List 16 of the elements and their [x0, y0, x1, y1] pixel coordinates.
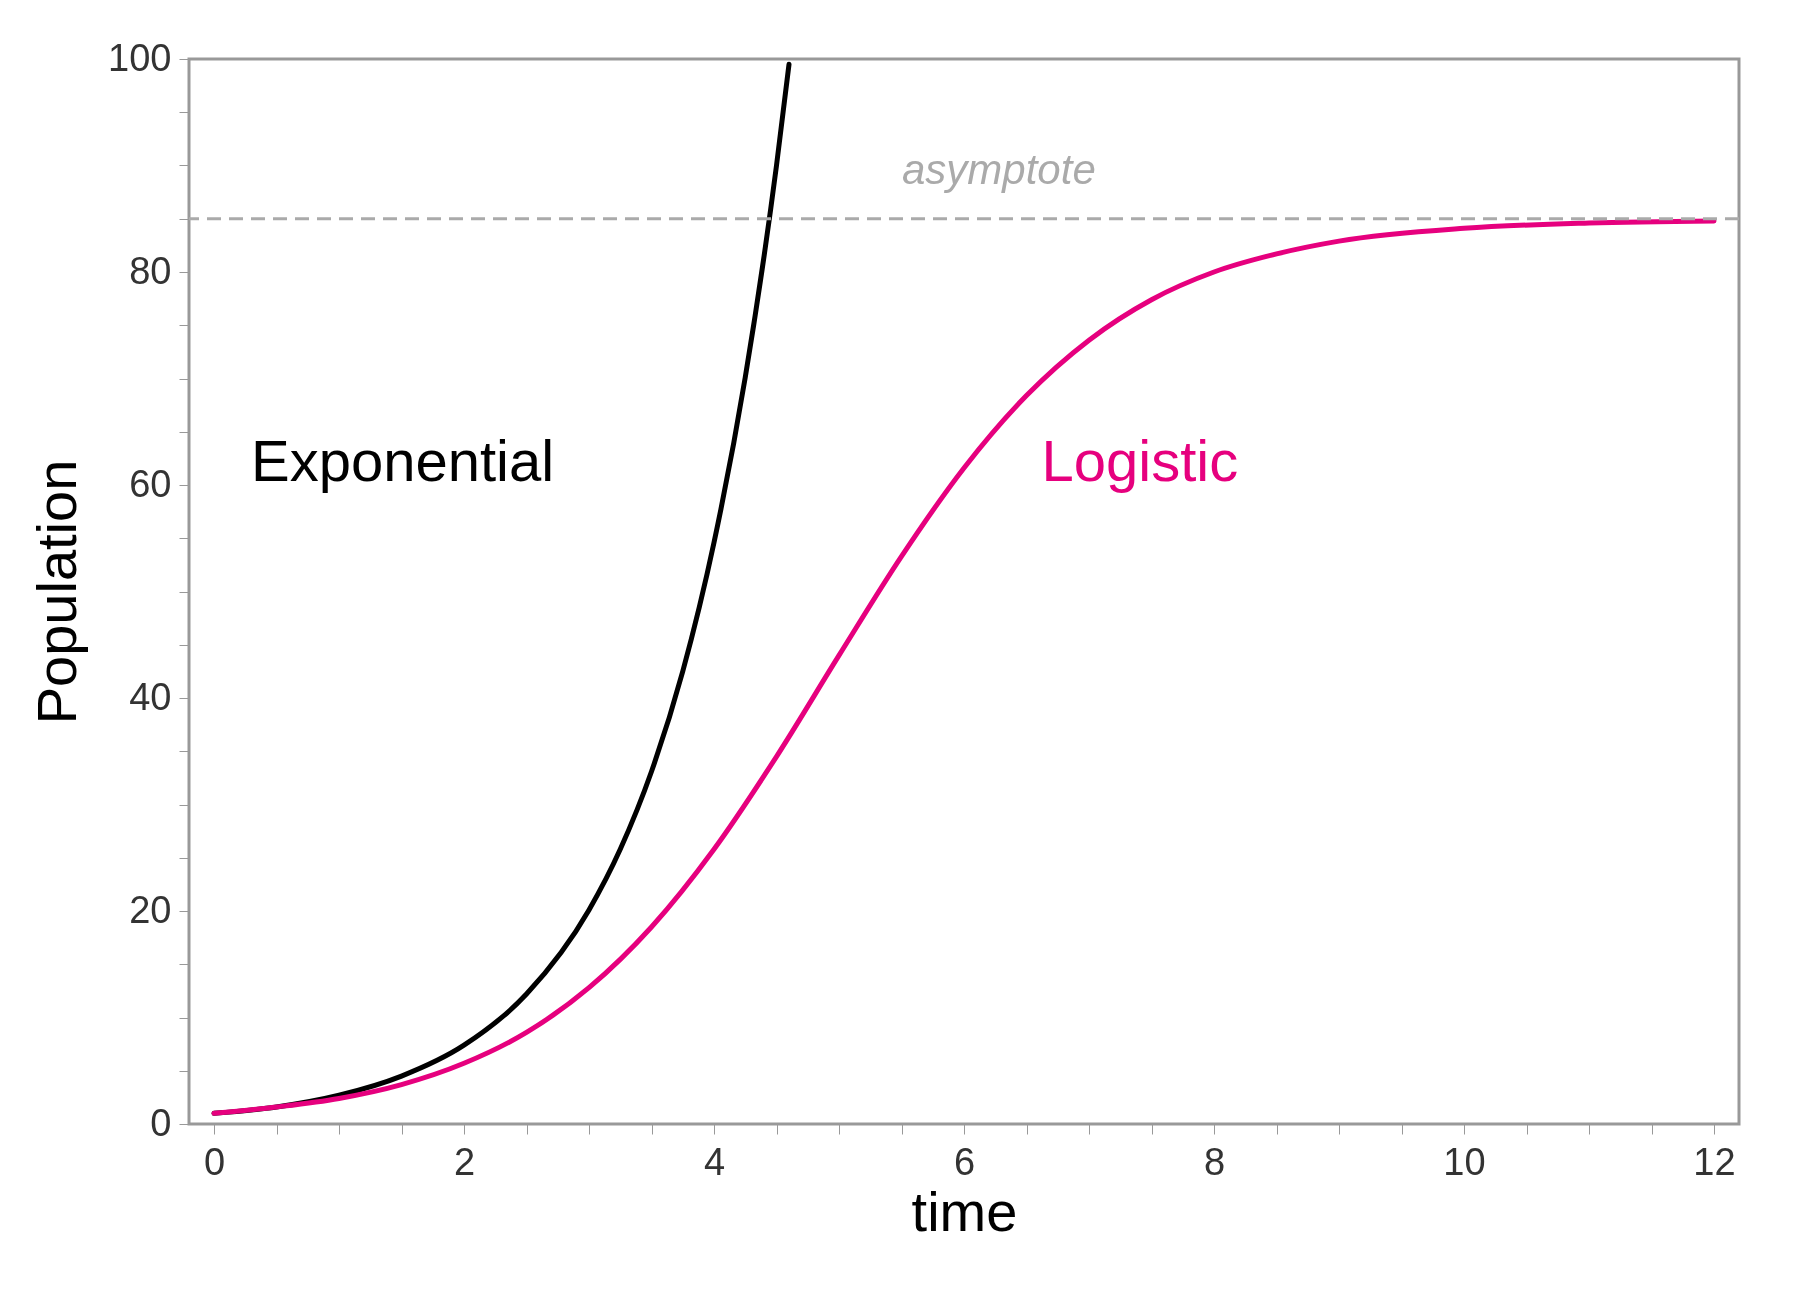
y-tick-label: 60	[129, 462, 172, 505]
y-tick-label: 40	[129, 675, 172, 718]
x-tick-label: 2	[453, 1140, 476, 1183]
text: Exponential	[251, 427, 555, 493]
x-tick-label: 4	[703, 1140, 726, 1183]
y-tick-label: 100	[108, 36, 172, 79]
y-tick-label: 20	[129, 888, 172, 931]
ref-line-label: asymptote	[902, 145, 1096, 193]
series-label: Logistic	[1041, 427, 1239, 493]
y-tick-label: 0	[150, 1101, 172, 1144]
y-tick-label: 80	[129, 249, 172, 292]
x-tick-label: 0	[203, 1140, 226, 1183]
x-tick-label: 10	[1443, 1140, 1486, 1183]
y-axis-title: Population	[25, 459, 89, 725]
x-tick-label: 8	[1203, 1140, 1226, 1183]
x-tick-label: 12	[1693, 1140, 1736, 1183]
